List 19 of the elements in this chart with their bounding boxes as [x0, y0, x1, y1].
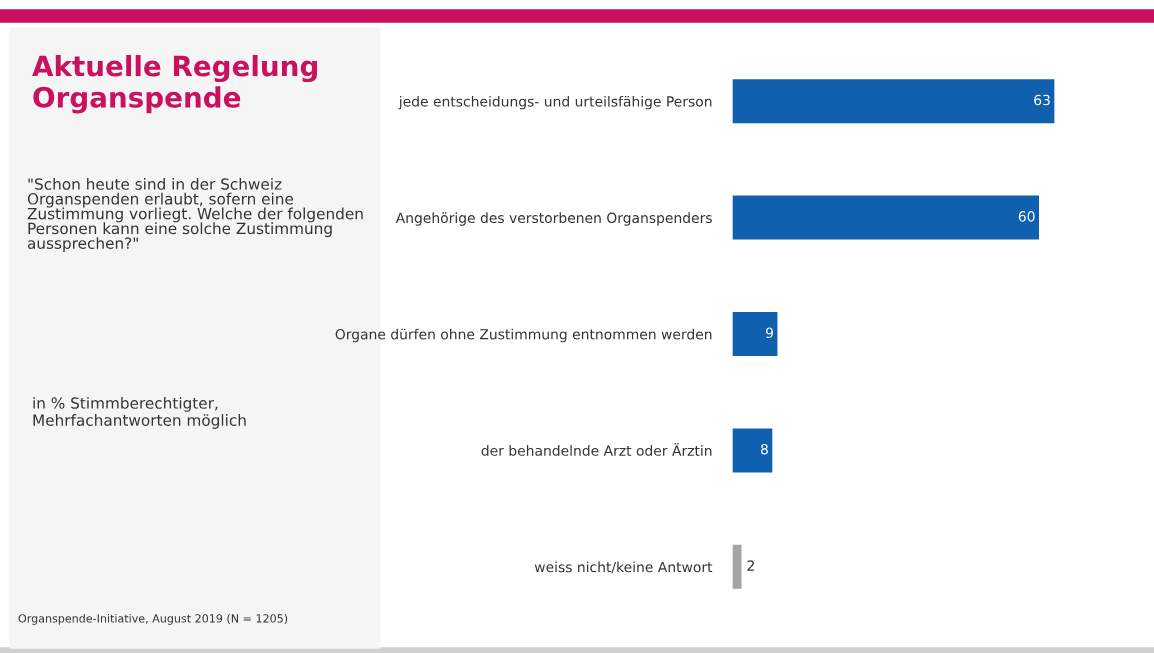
data-label: 60	[1018, 211, 1035, 222]
text: "Schon heute sind in der Schweiz Organspenden erlaubt, sofern eine Zustimmung vorliegt. Welche der folgenden Personen kann eine solche Zustimmung aussprechen?"	[27, 178, 363, 252]
y-tick-label: Angehörige des verstorbenen Organspenders	[395, 212, 712, 226]
y-tick-label: weiss nicht/keine Antwort	[534, 561, 713, 574]
y-tick-label: jede entscheidungs- und urteilsfähige Person	[398, 95, 712, 110]
bar	[732, 77, 1056, 125]
data-label: 2	[747, 560, 754, 571]
bar	[732, 543, 743, 591]
data-label: 9	[766, 327, 774, 339]
bar	[732, 427, 774, 474]
data-label: 8	[760, 443, 768, 455]
y-tick-label: Organe dürfen ohne Zustimmung entnommen werden	[335, 328, 712, 343]
y-tick-label: der behandelnde Arzt oder Ärztin	[481, 443, 712, 456]
data-label: 63	[1034, 94, 1050, 106]
bar	[732, 310, 779, 358]
text: in % Stimmberechtigter, Mehrfachantworten möglich	[33, 397, 246, 429]
text: Aktuelle Regelung Organspende	[32, 55, 317, 114]
bar	[732, 194, 1041, 241]
text: Organspende-Initiative, August 2019 (N = 1205)	[18, 614, 288, 625]
